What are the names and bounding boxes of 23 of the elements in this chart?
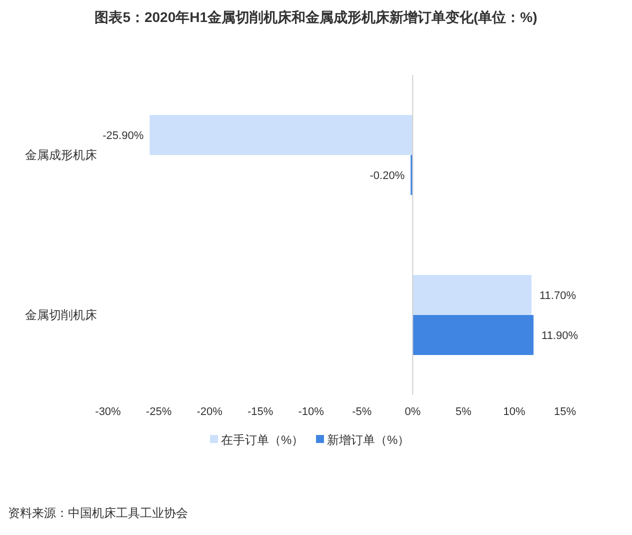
x-tick-label: -5% xyxy=(352,406,372,418)
x-tick-label: 5% xyxy=(455,406,472,418)
data-label: -0.20% xyxy=(370,170,405,182)
x-tick-label: -10% xyxy=(298,406,324,418)
x-tick-label: -20% xyxy=(196,406,223,418)
legend-label: 新增订单（%） xyxy=(327,433,410,448)
legend-label: 在手订单（%） xyxy=(221,433,304,448)
bar xyxy=(412,315,534,355)
bar xyxy=(150,115,413,155)
chart-title: 图表5：2020年H1金属切削机床和金属成形机床新增订单变化(单位：%) xyxy=(94,9,538,25)
x-tick-label: -30% xyxy=(95,406,122,418)
x-tick-label: 15% xyxy=(554,406,576,418)
x-tick-label: 0% xyxy=(404,406,421,418)
x-tick-label: -15% xyxy=(247,406,274,418)
bar xyxy=(412,275,532,315)
y-tick-label: 金属成形机床 xyxy=(25,148,97,162)
data-label: 11.70% xyxy=(539,290,576,302)
data-label: -25.90% xyxy=(102,130,144,142)
x-tick-label: 10% xyxy=(503,406,526,418)
y-tick-label: 金属切削机床 xyxy=(25,308,97,322)
x-tick-label: -25% xyxy=(146,406,172,418)
text: 资料来源：中国机床工具工业协会 xyxy=(8,506,188,520)
data-label: 11.90% xyxy=(542,330,578,342)
